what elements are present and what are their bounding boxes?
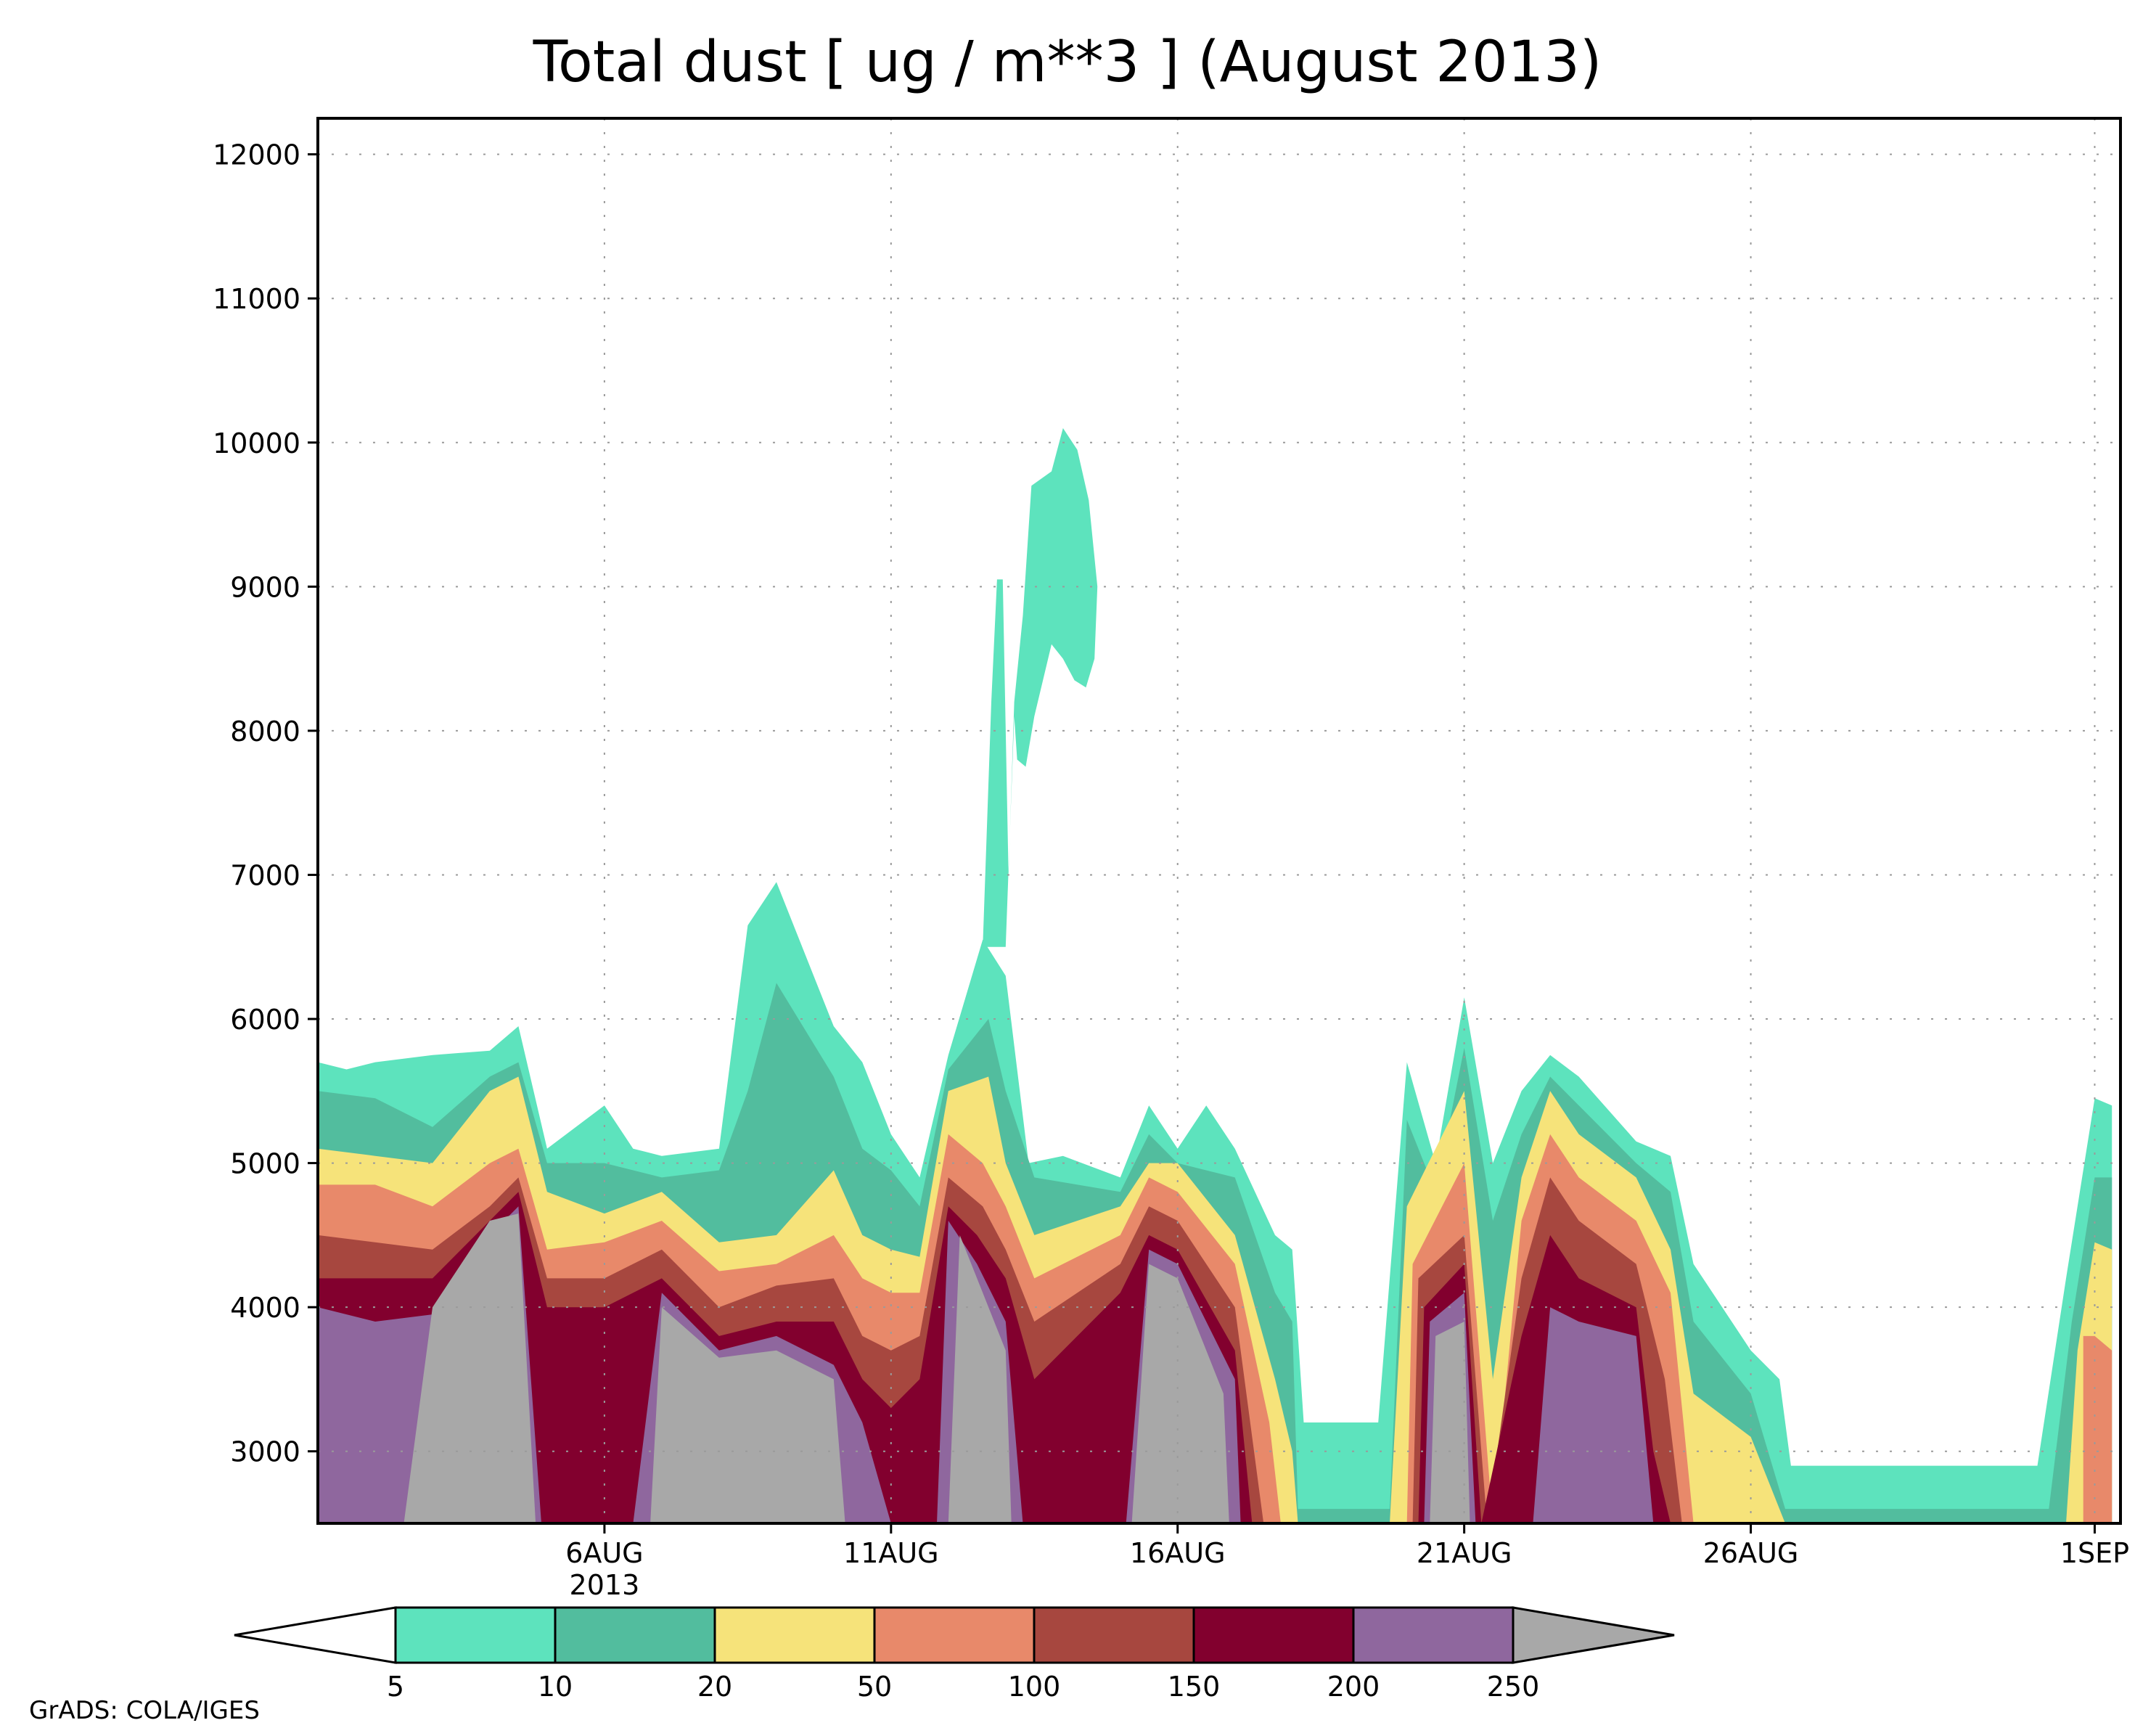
- y-tick-label-9000: 9000: [230, 571, 300, 603]
- y-tick-label-6000: 6000: [230, 1004, 300, 1036]
- x-tick-label-26AUG: 26AUG: [1703, 1537, 1799, 1569]
- colorbar-high-triangle: [1512, 1606, 1675, 1664]
- plot-frame: [316, 117, 2122, 1525]
- colorbar-swatch-1: [394, 1606, 557, 1664]
- footer-credit: GrADS: COLA/IGES: [29, 1696, 260, 1725]
- y-tick-label-3000: 3000: [230, 1436, 300, 1468]
- colorbar-legend: 5 10 20 50 100 150 200 250: [234, 1606, 1675, 1703]
- x-tick-label-21AUG: 21AUG: [1417, 1537, 1512, 1569]
- x-tick-label-1SEP: 1SEP: [2060, 1537, 2129, 1569]
- x-tick-sublabel-6AUG: 2013: [570, 1569, 640, 1601]
- colorbar-label-150: 150: [1168, 1671, 1221, 1703]
- plot-area: 3000 4000 5000 6000 7000 8000 9000 10000 11000 12…: [213, 117, 2129, 1601]
- y-tick-label-8000: 8000: [230, 716, 300, 748]
- colorbar-label-100: 100: [1008, 1671, 1061, 1703]
- colorbar-label-200: 200: [1327, 1671, 1380, 1703]
- x-tick-label-16AUG: 16AUG: [1130, 1537, 1226, 1569]
- colorbar-label-5: 5: [387, 1671, 404, 1703]
- y-tick-label-10000: 10000: [213, 427, 300, 459]
- chart-title: Total dust [ ug / m**3 ] (August 2013): [533, 30, 1602, 95]
- colorbar-swatch-3: [713, 1606, 876, 1664]
- y-tick-label-7000: 7000: [230, 859, 300, 891]
- colorbar-low-triangle: [234, 1606, 397, 1664]
- y-tick-label-12000: 12000: [213, 139, 300, 171]
- colorbar-swatch-4: [873, 1606, 1036, 1664]
- y-tick-label-11000: 11000: [213, 283, 300, 315]
- colorbar-swatch-2: [554, 1606, 716, 1664]
- y-tick-label-4000: 4000: [230, 1292, 300, 1324]
- colorbar-swatch-5: [1033, 1606, 1195, 1664]
- colorbar-swatch-7: [1352, 1606, 1515, 1664]
- upper-plume-0: [983, 427, 1098, 947]
- colorbar-label-10: 10: [538, 1671, 573, 1703]
- colorbar-label-250: 250: [1487, 1671, 1540, 1703]
- contour-fills: [318, 427, 2113, 1523]
- contour-level-250: [403, 1213, 1470, 1523]
- colorbar-label-50: 50: [857, 1671, 892, 1703]
- x-tick-label-6AUG: 6AUG: [565, 1537, 643, 1569]
- colorbar-label-20: 20: [697, 1671, 732, 1703]
- colorbar-swatch-6: [1192, 1606, 1355, 1664]
- y-axis: 3000 4000 5000 6000 7000 8000 9000 10000 11000 12…: [213, 139, 318, 1468]
- y-tick-label-5000: 5000: [230, 1148, 300, 1180]
- x-tick-label-11AUG: 11AUG: [843, 1537, 939, 1569]
